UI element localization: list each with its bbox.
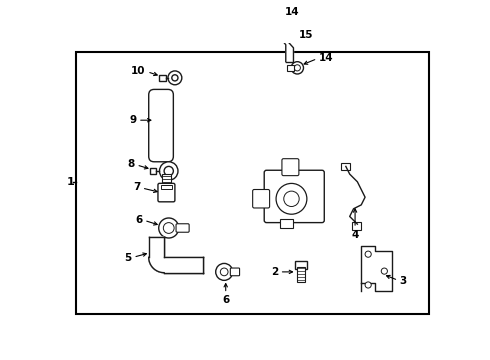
Circle shape [168,71,182,85]
FancyBboxPatch shape [149,89,173,162]
Circle shape [284,191,299,207]
FancyBboxPatch shape [253,189,270,208]
Circle shape [291,62,303,74]
Circle shape [164,166,173,176]
Bar [159,75,166,81]
Bar [280,219,293,228]
Bar [297,266,305,282]
Text: 8: 8 [127,159,135,169]
FancyBboxPatch shape [282,159,299,176]
Circle shape [172,75,178,81]
Polygon shape [260,14,294,62]
Circle shape [365,251,371,257]
Text: 10: 10 [131,66,146,76]
Polygon shape [361,247,392,291]
Text: 6: 6 [135,215,143,225]
Polygon shape [149,237,203,273]
Circle shape [216,264,233,280]
FancyBboxPatch shape [158,183,175,202]
Text: 15: 15 [299,31,314,40]
Circle shape [276,183,307,214]
Text: 9: 9 [129,115,136,125]
Circle shape [259,11,271,23]
Bar [162,174,171,188]
Text: 14: 14 [285,6,299,17]
Circle shape [159,162,178,180]
Circle shape [262,14,268,20]
Bar [295,261,307,269]
Bar [150,168,156,174]
Text: 1: 1 [66,177,74,187]
Text: 14: 14 [319,53,334,63]
Circle shape [381,268,388,274]
Text: 6: 6 [222,295,229,305]
FancyBboxPatch shape [264,170,324,222]
Circle shape [163,222,174,233]
Text: 4: 4 [351,230,359,239]
Text: 7: 7 [133,182,140,192]
Text: 5: 5 [124,253,132,263]
FancyBboxPatch shape [230,268,240,276]
Bar [287,65,294,71]
Text: 2: 2 [271,267,278,277]
Circle shape [159,218,179,238]
Circle shape [220,268,228,276]
Text: 3: 3 [400,276,407,286]
FancyBboxPatch shape [176,224,189,232]
Bar [352,222,361,230]
Bar [161,185,172,189]
Circle shape [365,282,371,288]
Circle shape [294,65,300,71]
Bar [341,163,350,170]
